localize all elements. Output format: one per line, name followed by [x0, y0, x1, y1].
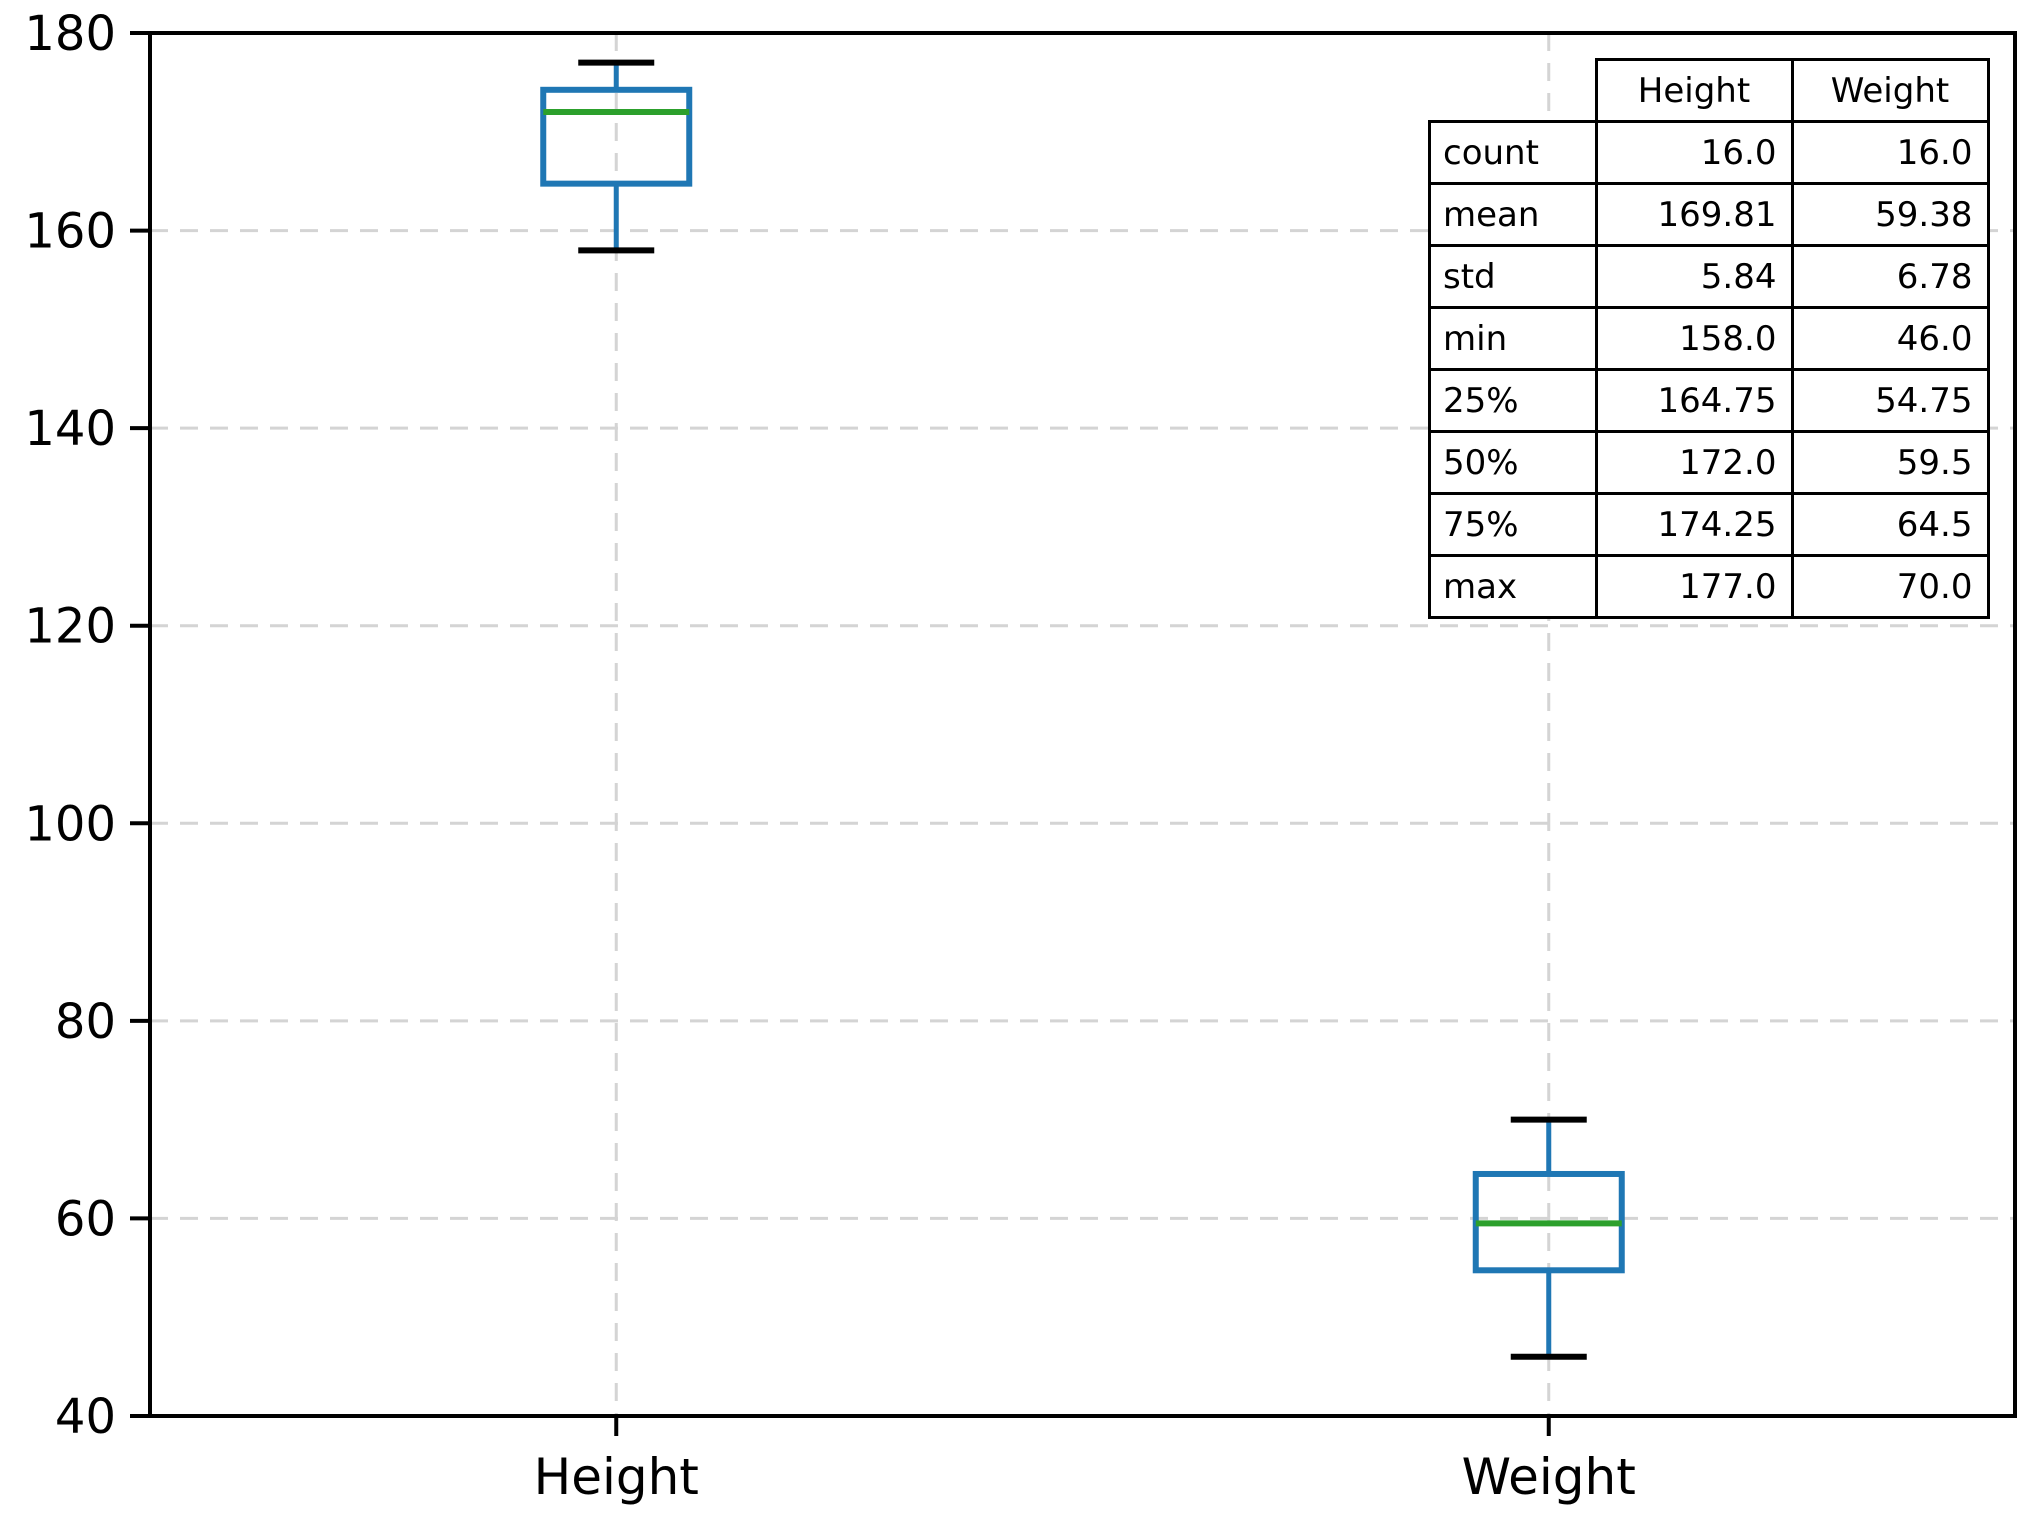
- stats-row-50pct: 50% 172.0 59.5: [1428, 430, 1990, 495]
- stats-row-label: count: [1428, 120, 1598, 185]
- stats-col-header-height: Height: [1594, 58, 1794, 123]
- stats-row-label: 25%: [1428, 368, 1598, 433]
- stats-value-weight: 16.0: [1790, 120, 1990, 185]
- stats-row-label: std: [1428, 244, 1598, 309]
- stats-row-count: count 16.0 16.0: [1428, 120, 1990, 185]
- stats-row-mean: mean 169.81 59.38: [1428, 182, 1990, 247]
- stats-row-std: std 5.84 6.78: [1428, 244, 1990, 309]
- stats-value-weight: 59.38: [1790, 182, 1990, 247]
- stats-corner-cell: [1430, 60, 1597, 122]
- y-tick-label: 180: [24, 6, 116, 62]
- stats-value-height: 172.0: [1594, 430, 1794, 495]
- x-tick-label-weight: Weight: [1462, 1448, 1636, 1506]
- stats-value-height: 174.25: [1594, 492, 1794, 557]
- stats-row-label: min: [1428, 306, 1598, 371]
- stats-row-25pct: 25% 164.75 54.75: [1428, 368, 1990, 433]
- stats-value-weight: 54.75: [1790, 368, 1990, 433]
- stats-row-label: mean: [1428, 182, 1598, 247]
- x-tick-label-height: Height: [534, 1448, 699, 1506]
- stats-table: Height Weight count 16.0 16.0 mean 169.81 59.38…: [1428, 58, 1990, 619]
- stats-value-weight: 70.0: [1790, 554, 1990, 619]
- stats-row-75pct: 75% 174.25 64.5: [1428, 492, 1990, 557]
- box-height-iqr: [540, 86, 693, 187]
- y-tick-label: 160: [24, 204, 116, 260]
- stats-value-weight: 59.5: [1790, 430, 1990, 495]
- stats-value-weight: 64.5: [1790, 492, 1990, 557]
- stats-row-min: min 158.0 46.0: [1428, 306, 1990, 371]
- stats-value-height: 5.84: [1594, 244, 1794, 309]
- stats-row-label: max: [1428, 554, 1598, 619]
- stats-value-height: 16.0: [1594, 120, 1794, 185]
- y-tick-label: 40: [55, 1389, 116, 1445]
- stats-value-height: 158.0: [1594, 306, 1794, 371]
- stats-value-weight: 46.0: [1790, 306, 1990, 371]
- stats-value-weight: 6.78: [1790, 244, 1990, 309]
- stats-value-height: 169.81: [1594, 182, 1794, 247]
- y-tick-label: 60: [55, 1191, 116, 1247]
- y-tick-label: 100: [24, 796, 116, 852]
- y-tick-label: 80: [55, 994, 116, 1050]
- stats-value-height: 177.0: [1594, 554, 1794, 619]
- stats-row-label: 50%: [1428, 430, 1598, 495]
- y-tick-label: 120: [24, 599, 116, 655]
- stats-value-height: 164.75: [1594, 368, 1794, 433]
- stats-row-max: max 177.0 70.0: [1428, 554, 1990, 619]
- axes-frame: [148, 31, 2017, 1418]
- stats-row-label: 75%: [1428, 492, 1598, 557]
- stats-header-row: Height Weight: [1430, 58, 1990, 123]
- y-tick-label: 140: [24, 401, 116, 457]
- stats-col-header-weight: Weight: [1790, 58, 1990, 123]
